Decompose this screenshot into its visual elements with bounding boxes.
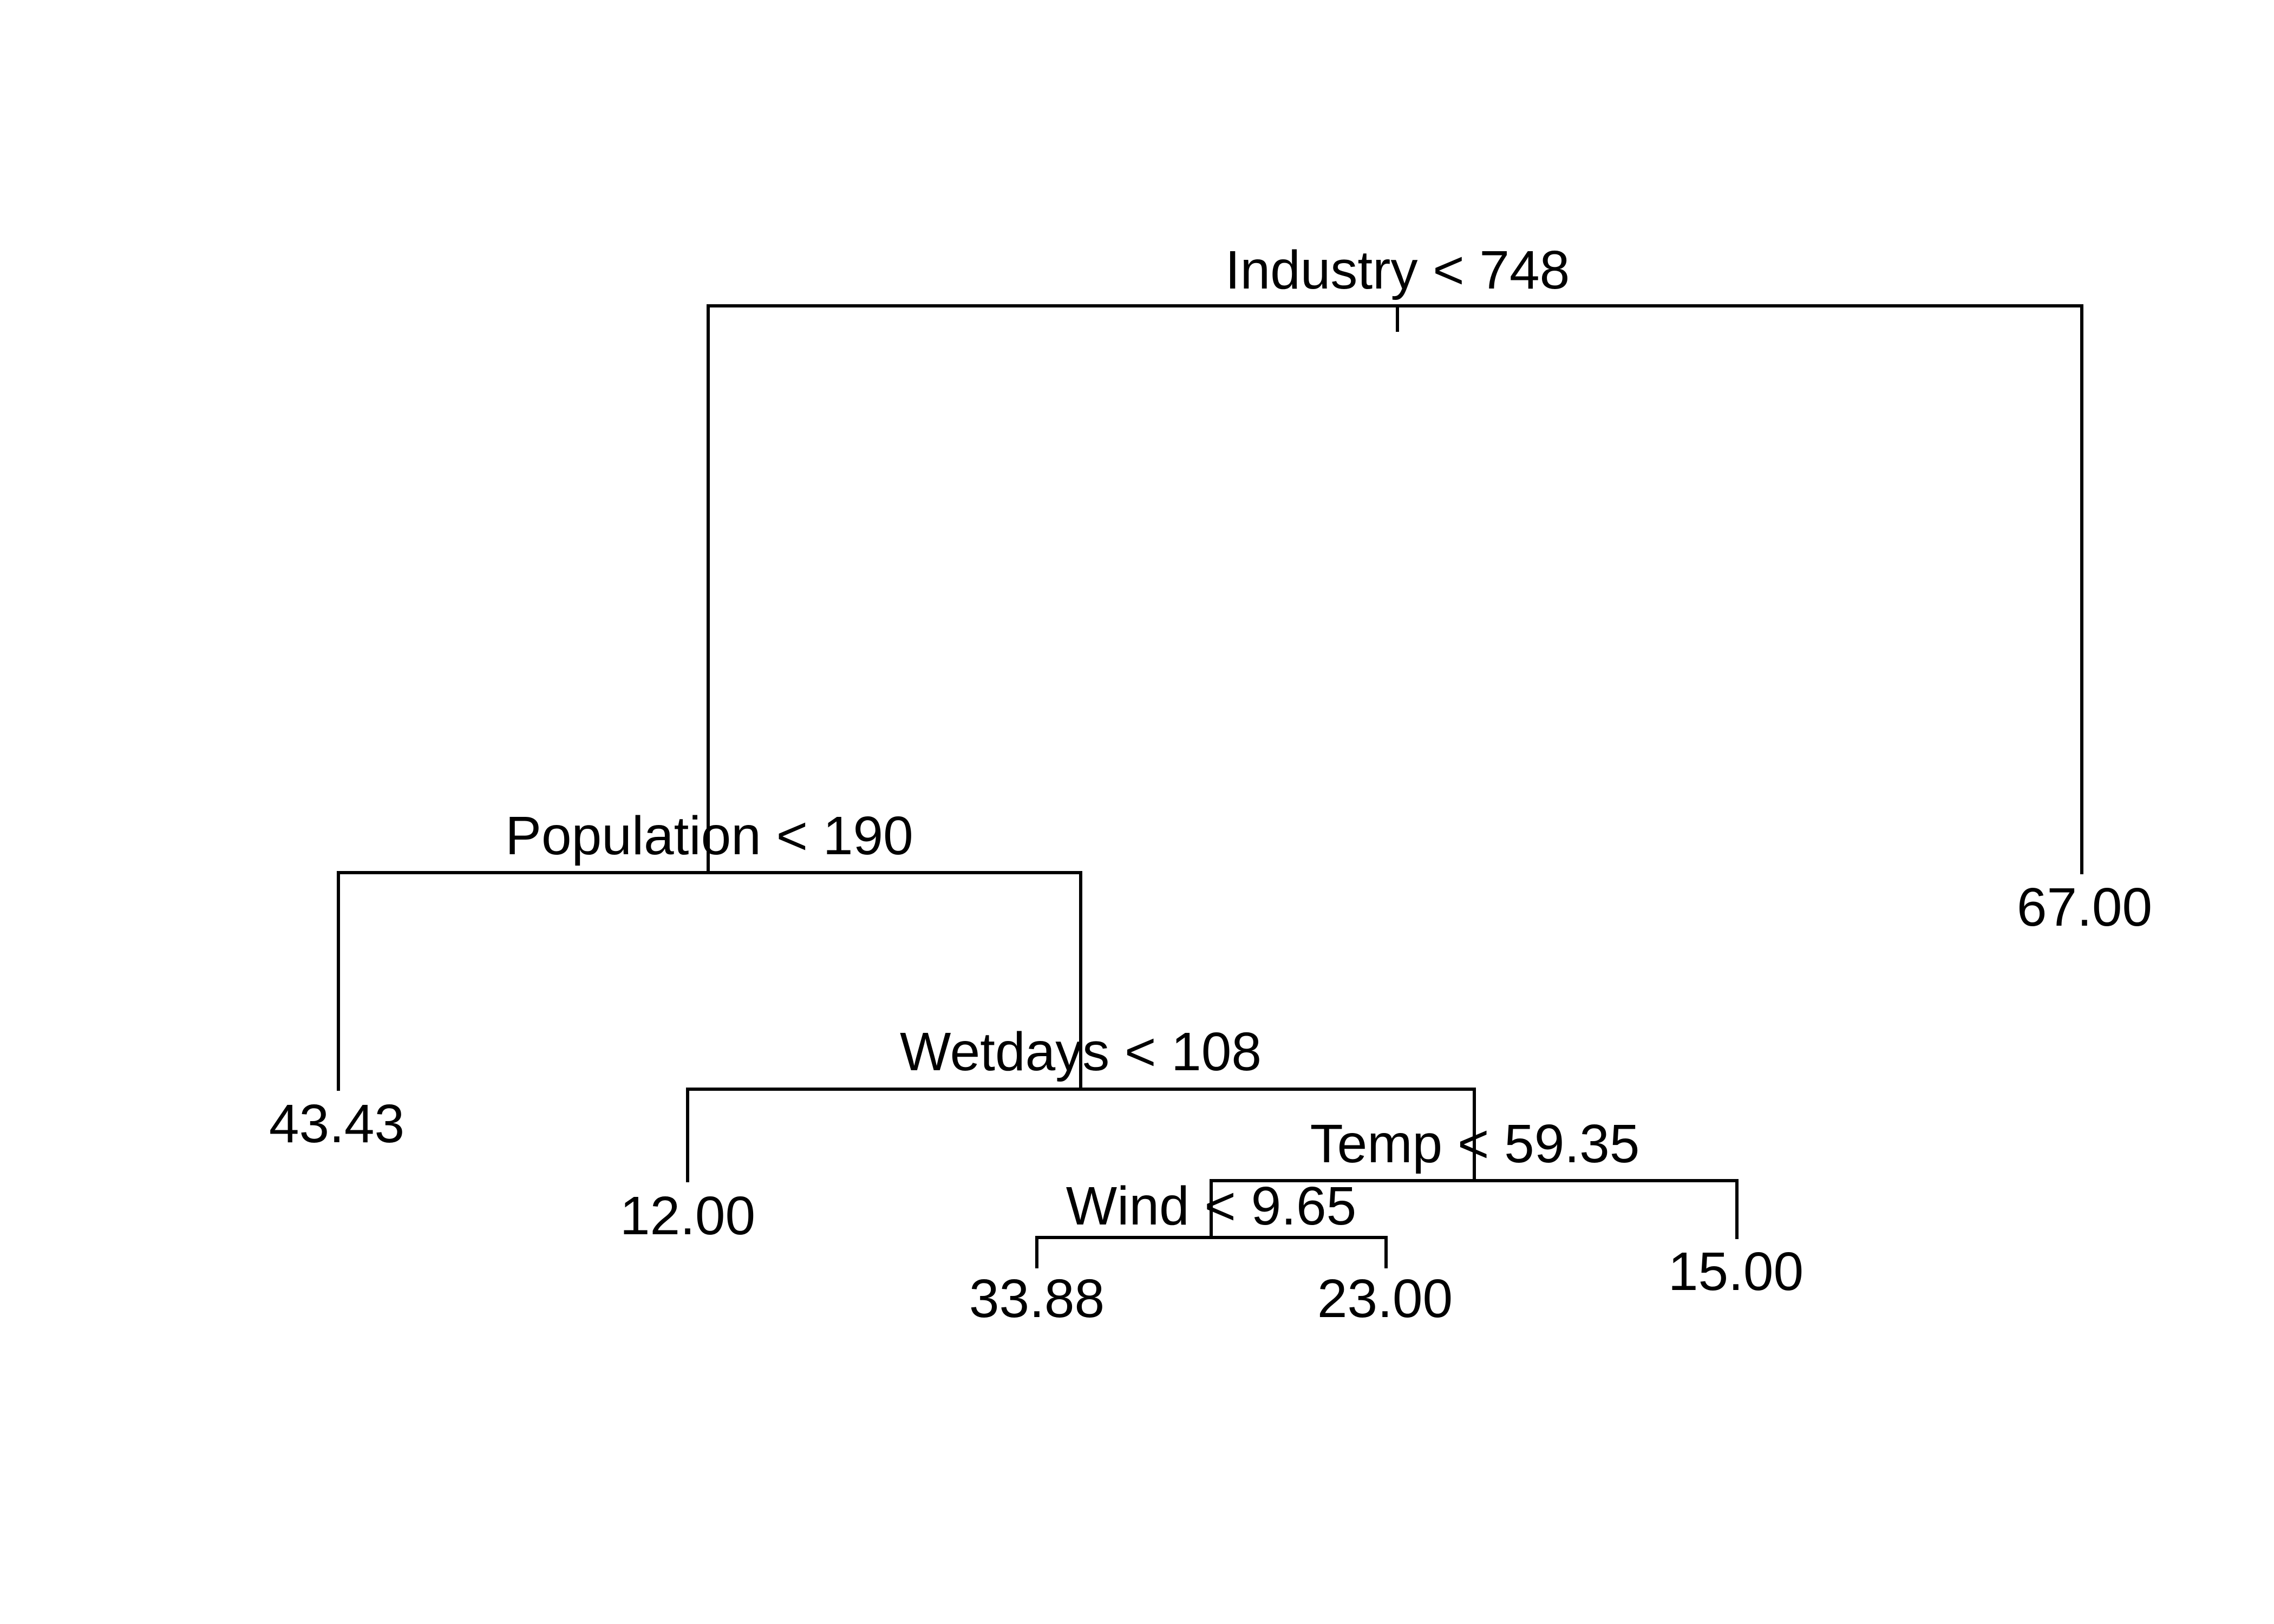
split-connector-industry [707,304,2083,874]
split-label-temp: Temp < 59.35 [1310,1114,1640,1174]
split-connector-temp [1210,1179,1739,1239]
split-node-wind: Wind < 9.65 [1035,1176,1388,1268]
split-node-population: Population < 190 [337,806,1082,1091]
split-node-wetdays: Wetdays < 108 [686,1021,1476,1182]
split-label-population: Population < 190 [505,806,913,866]
leaf-value: 23.00 [1317,1268,1453,1329]
split-connector-wetdays [686,1088,1476,1182]
leaf-value: 15.00 [1668,1241,1803,1302]
split-label-wetdays: Wetdays < 108 [900,1021,1262,1082]
split-connector-population [337,871,1082,1091]
split-label-industry: Industry < 748 [1225,240,1570,300]
leaf-value: 67.00 [2017,877,2152,938]
leaf-value: 12.00 [620,1186,755,1246]
leaf-value: 43.43 [269,1093,404,1154]
split-label-wind: Wind < 9.65 [1066,1176,1356,1236]
split-connector-wind [1035,1236,1388,1268]
split-node-temp: Temp < 59.35 [1210,1114,1739,1239]
split-node-industry: Industry < 748 [707,240,2083,874]
leaf-value: 33.88 [969,1268,1105,1329]
